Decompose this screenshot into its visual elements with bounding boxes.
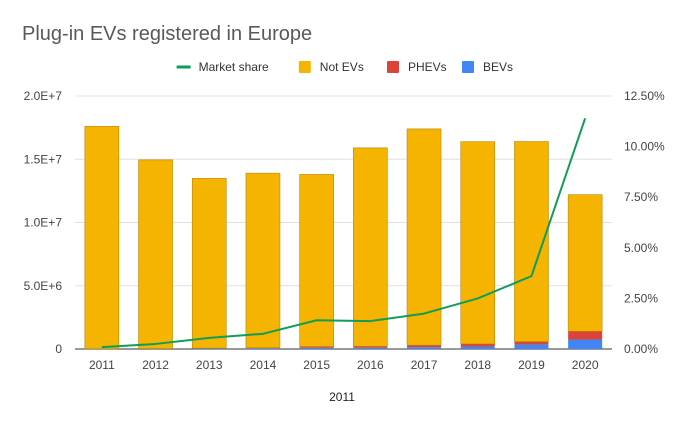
x-tick-label: 2011 <box>89 358 115 372</box>
legend-label-bevs: BEVs <box>483 60 513 74</box>
bar-bevs <box>407 347 441 349</box>
bar-phevs <box>461 344 495 347</box>
market-share-line <box>102 118 585 347</box>
x-tick-label: 2016 <box>357 358 384 372</box>
right-tick-label: 2.50% <box>624 291 658 305</box>
legend-label-phevs: PHEVs <box>408 60 447 74</box>
legend-label-market-share: Market share <box>199 60 269 74</box>
chart-title: Plug-in EVs registered in Europe <box>22 23 312 45</box>
left-tick-label: 0 <box>55 342 62 356</box>
left-tick-label: 1.5E+7 <box>24 152 63 166</box>
left-tick-label: 5.0E+6 <box>24 279 63 293</box>
bar-not-evs <box>85 126 119 348</box>
bar-not-evs <box>246 173 280 348</box>
left-axis-ticks: 0 5.0E+6 1.0E+7 1.5E+7 2.0E+7 <box>24 89 63 356</box>
bar-bevs <box>246 348 280 349</box>
bar-not-evs <box>568 195 602 332</box>
x-tick-label: 2015 <box>303 358 330 372</box>
bar-series <box>85 126 602 349</box>
right-tick-label: 7.50% <box>624 190 658 204</box>
bar-not-evs <box>192 178 226 348</box>
bar-not-evs <box>461 142 495 344</box>
right-tick-label: 5.00% <box>624 241 658 255</box>
bar-bevs <box>568 340 602 349</box>
left-tick-label: 2.0E+7 <box>24 89 63 103</box>
x-tick-label: 2014 <box>250 358 277 372</box>
bar-not-evs <box>139 160 173 349</box>
bar-bevs <box>514 344 548 349</box>
x-tick-label: 2012 <box>142 358 169 372</box>
x-axis-title: 2011 <box>329 390 355 404</box>
bar-phevs <box>568 331 602 339</box>
bar-bevs <box>461 346 495 349</box>
right-axis-ticks: 0.00% 2.50% 5.00% 7.50% 10.00% 12.50% <box>624 89 665 356</box>
x-tick-label: 2019 <box>518 358 545 372</box>
right-tick-label: 12.50% <box>624 89 665 103</box>
bar-phevs <box>514 342 548 345</box>
x-tick-label: 2018 <box>464 358 491 372</box>
legend-swatch-bevs <box>462 61 474 73</box>
bar-bevs <box>353 348 387 349</box>
x-tick-label: 2013 <box>196 358 223 372</box>
legend-label-not-evs: Not EVs <box>320 60 364 74</box>
bar-not-evs <box>353 148 387 346</box>
legend-swatch-phevs <box>387 61 399 73</box>
x-axis-ticks: 2011 2012 2013 2014 2015 2016 2017 2018 2019 2020 <box>89 358 599 372</box>
legend: Market share Not EVs PHEVs BEVs <box>177 60 513 74</box>
right-tick-label: 0.00% <box>624 342 658 356</box>
left-tick-label: 1.0E+7 <box>24 216 63 230</box>
bar-bevs <box>192 348 226 349</box>
x-tick-label: 2017 <box>411 358 438 372</box>
x-tick-label: 2020 <box>572 358 599 372</box>
right-tick-label: 10.00% <box>624 140 665 154</box>
legend-swatch-not-evs <box>299 61 311 73</box>
bar-bevs <box>300 348 334 349</box>
market-share-polyline <box>102 118 585 347</box>
